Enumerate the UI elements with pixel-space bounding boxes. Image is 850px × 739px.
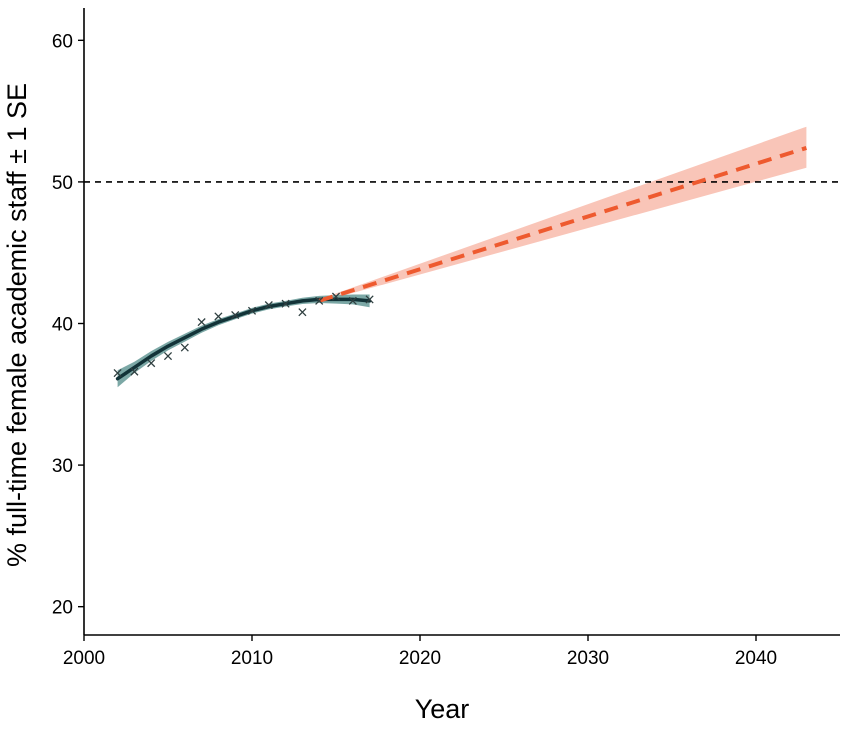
x-tick-label: 2000 bbox=[63, 648, 105, 669]
data-point bbox=[197, 318, 206, 327]
projection-se-band bbox=[319, 126, 807, 303]
data-point-stroke bbox=[365, 295, 374, 304]
data-point bbox=[130, 367, 139, 376]
data-point-stroke bbox=[247, 306, 257, 315]
x-tick-label: 2040 bbox=[735, 648, 777, 669]
x-axis-title: Year bbox=[415, 694, 470, 724]
data-point-stroke bbox=[331, 292, 341, 301]
data-point-stroke bbox=[231, 310, 240, 320]
data-point bbox=[231, 310, 240, 320]
y-tick-label: 30 bbox=[52, 456, 73, 477]
data-point bbox=[163, 352, 173, 361]
x-tick-label: 2020 bbox=[399, 648, 441, 669]
data-point-stroke bbox=[197, 318, 206, 327]
data-point-stroke bbox=[130, 367, 139, 376]
y-axis-title: % full-time female academic staff ± 1 SE bbox=[2, 83, 32, 567]
x-tick-label: 2010 bbox=[231, 648, 273, 669]
data-point bbox=[247, 306, 257, 315]
y-tick-label: 50 bbox=[52, 173, 73, 194]
series-lines bbox=[115, 146, 807, 381]
data-point bbox=[180, 343, 189, 352]
y-tick-label: 20 bbox=[52, 598, 73, 619]
data-point-stroke bbox=[214, 312, 223, 321]
axes bbox=[78, 8, 840, 641]
projection-line bbox=[318, 146, 807, 303]
observed-points bbox=[113, 292, 374, 378]
y-tick-label: 40 bbox=[52, 315, 73, 336]
data-point bbox=[147, 359, 156, 368]
data-point-stroke bbox=[264, 301, 273, 310]
data-point-stroke bbox=[147, 359, 156, 368]
data-point bbox=[281, 299, 290, 308]
data-point bbox=[348, 296, 357, 305]
x-tick-label: 2030 bbox=[567, 648, 609, 669]
data-point-stroke bbox=[281, 299, 290, 308]
data-point-stroke bbox=[298, 308, 307, 317]
data-point-stroke bbox=[113, 368, 122, 378]
data-point-stroke bbox=[163, 352, 173, 361]
y-tick-label: 60 bbox=[52, 31, 73, 52]
data-point bbox=[214, 312, 223, 321]
data-point-stroke bbox=[348, 296, 357, 305]
data-point bbox=[113, 368, 122, 378]
data-point bbox=[365, 295, 374, 304]
data-point-stroke bbox=[315, 296, 324, 305]
fit-se-band bbox=[117, 294, 370, 388]
data-point bbox=[331, 292, 341, 301]
data-point bbox=[298, 308, 307, 317]
data-point bbox=[315, 296, 324, 305]
data-point-stroke bbox=[180, 343, 189, 352]
data-point bbox=[264, 301, 273, 310]
